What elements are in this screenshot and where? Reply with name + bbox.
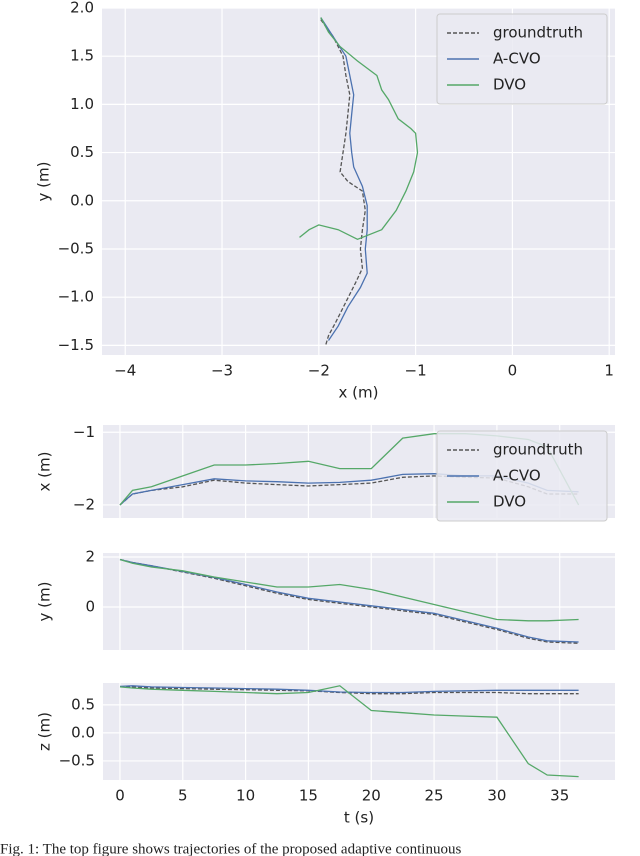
y-tick-label: −1.0 [58,288,94,306]
y-tick-label: −0.5 [59,751,95,769]
plot-area [103,553,615,650]
x-tick-label: 20 [362,787,381,805]
legend-label: A-CVO [493,50,541,68]
y-tick-label: 1.5 [70,47,94,65]
y-tick-label: 0.5 [70,143,94,161]
y-tick-label: 0.0 [71,723,95,741]
y-tick-label: 0 [85,598,95,616]
x-tick-label: 0 [508,362,518,380]
x-tick-label: 25 [425,787,444,805]
x-tick-label: 15 [299,787,318,805]
legend-box [436,430,608,522]
x-tick-label: 1 [604,362,614,380]
x-tick-label: −3 [211,362,233,380]
y-tick-label: 0.0 [70,191,94,209]
series-line [299,17,419,241]
y-tick-label: −0.5 [58,239,94,257]
y-tick-label: −1 [73,423,95,441]
x-tick-label: −1 [405,362,427,380]
caption: Fig. 1: The top figure shows trajectorie… [0,841,461,856]
plot-area [103,683,615,780]
legend-box [436,13,608,105]
legend-label: groundtruth [493,24,583,42]
series-line [119,685,579,694]
x-tick-label: 10 [236,787,255,805]
series-line [320,19,366,346]
x-tick-label: 30 [487,787,506,805]
y-tick-label: −1.5 [58,336,94,354]
legend-label: groundtruth [493,441,583,459]
y-axis-label: x (m) [36,452,54,492]
legend-label: DVO [493,493,526,511]
x-axis-label: t (s) [344,809,374,827]
y-axis-label: z (m) [36,712,54,751]
y-tick-label: −2 [73,495,95,513]
series-line [119,558,579,622]
x-tick-label: −4 [114,362,136,380]
x-tick-label: 0 [115,787,125,805]
x-tick-label: −2 [308,362,330,380]
x-axis-label: x (m) [339,384,379,402]
y-tick-label: 2.0 [70,0,94,17]
y-tick-label: 1.0 [70,95,94,113]
y-tick-label: 0.5 [71,695,95,713]
y-axis-label: y (m) [35,162,53,202]
legend-label: DVO [493,76,526,94]
legend-label: A-CVO [493,467,541,485]
y-axis-label: y (m) [36,582,54,622]
series-line [119,685,579,778]
x-tick-label: 35 [550,787,569,805]
series-line [320,17,368,341]
series-line [119,558,579,644]
y-tick-label: 2 [85,548,95,566]
x-tick-label: 5 [178,787,188,805]
